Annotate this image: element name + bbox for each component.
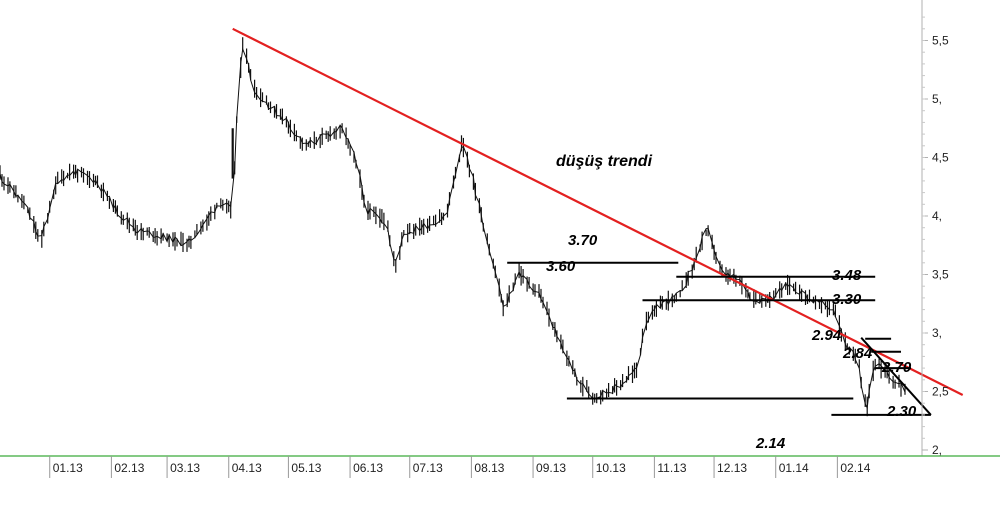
- y-tick-label: 4,: [932, 209, 942, 223]
- y-tick-label: 4,5: [932, 151, 949, 165]
- y-tick-label: 3,: [932, 326, 942, 340]
- x-tick-label: 05.13: [291, 461, 321, 475]
- y-tick-label: 2,5: [932, 385, 949, 399]
- x-tick-label: 09.13: [536, 461, 566, 475]
- x-tick-label: 12.13: [717, 461, 747, 475]
- label-3-60: 3.60: [546, 258, 576, 275]
- label-3-70: 3.70: [568, 232, 598, 249]
- x-tick-label: 07.13: [413, 461, 443, 475]
- label-3-48: 3.48: [832, 267, 862, 284]
- x-tick-label: 06.13: [353, 461, 383, 475]
- axes: 2, 2,5 3, 3,5 4, 4,5 5, 5,5 01.13 02.13 03.13 04.13…: [0, 0, 1000, 478]
- price-series: [0, 37, 906, 417]
- x-tick-label: 04.13: [232, 461, 262, 475]
- x-tick-label: 03.13: [170, 461, 200, 475]
- x-tick-label: 01.14: [779, 461, 809, 475]
- x-tick-label: 02.13: [114, 461, 144, 475]
- x-tick-label: 10.13: [596, 461, 626, 475]
- x-tick-label: 01.13: [53, 461, 83, 475]
- y-tick-label: 3,5: [932, 268, 949, 282]
- label-2-70: 2.70: [881, 359, 912, 376]
- y-tick-label: 2,: [932, 443, 942, 457]
- annotation-lines: [232, 27, 964, 416]
- label-3-30: 3.30: [832, 291, 862, 308]
- x-tick-label: 02.14: [840, 461, 870, 475]
- annotation-labels: düşüş trendi 3.70 3.60 3.48 3.30 2.94 2.…: [546, 153, 917, 452]
- label-2-14: 2.14: [755, 435, 786, 452]
- label-trend: düşüş trendi: [556, 153, 653, 170]
- label-2-94: 2.94: [811, 327, 842, 344]
- label-2-30: 2.30: [886, 403, 917, 420]
- x-tick-label: 08.13: [474, 461, 504, 475]
- x-tick-label: 11.13: [657, 461, 686, 475]
- y-tick-label: 5,5: [932, 34, 949, 48]
- triangle-upper-line: [860, 337, 932, 416]
- label-2-84: 2.84: [842, 345, 873, 362]
- downtrend-line: [232, 27, 964, 396]
- y-tick-label: 5,: [932, 92, 942, 106]
